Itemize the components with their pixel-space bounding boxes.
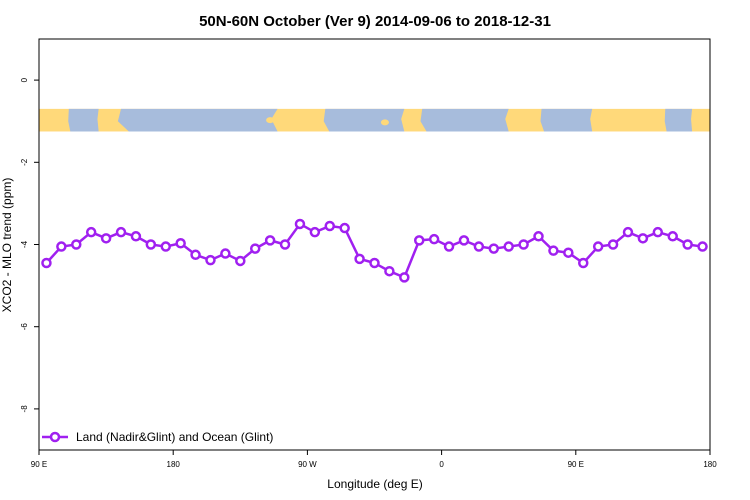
data-point	[175, 238, 186, 249]
y-axis: 0 -2 -4 -6 -8	[20, 77, 39, 412]
data-point	[592, 241, 604, 252]
map-strip-island	[106, 112, 115, 119]
chart-title: 50N-60N October (Ver 9) 2014-09-06 to 20…	[199, 13, 551, 30]
data-point	[667, 231, 678, 242]
data-point	[503, 241, 514, 252]
data-point	[41, 257, 52, 269]
land-ocean-map-strip	[39, 108, 710, 132]
data-point	[637, 233, 649, 244]
data-point	[518, 239, 529, 250]
series-layer	[41, 218, 708, 283]
data-point	[563, 247, 574, 258]
data-point	[279, 239, 291, 250]
data-point	[71, 239, 82, 250]
data-point	[220, 248, 231, 259]
y-axis-label: XCO2 - MLO trend (ppm)	[0, 178, 14, 313]
data-point	[607, 239, 619, 250]
x-tick-label: 90 W	[298, 460, 317, 469]
data-point	[294, 218, 306, 230]
y-tick-label: -2	[20, 158, 29, 166]
data-point	[309, 226, 321, 238]
x-tick-label: 180	[703, 460, 717, 469]
x-tick-label: 90 E	[568, 460, 584, 469]
data-point	[100, 233, 112, 244]
data-point	[682, 239, 693, 250]
data-point	[533, 231, 544, 242]
data-point	[548, 245, 559, 256]
data-point	[339, 222, 350, 234]
data-point	[369, 257, 380, 269]
data-point	[324, 220, 336, 232]
legend-marker-swatch	[49, 431, 61, 443]
data-point	[160, 241, 171, 252]
y-tick-label: -8	[20, 405, 29, 413]
data-point	[622, 226, 634, 238]
data-point	[384, 265, 395, 277]
data-point	[85, 226, 97, 238]
data-point	[264, 235, 276, 246]
data-point	[652, 226, 664, 238]
data-point	[697, 241, 708, 252]
y-tick-label: -6	[20, 323, 29, 331]
x-tick-label: 0	[439, 460, 444, 469]
map-strip-ocean	[117, 108, 278, 132]
data-point	[190, 249, 201, 261]
x-axis-label: Longitude (deg E)	[327, 477, 422, 491]
data-point	[399, 272, 410, 283]
data-point	[428, 233, 440, 245]
data-point	[130, 231, 142, 242]
data-point	[56, 241, 67, 252]
map-strip-ocean	[323, 108, 405, 132]
data-point	[578, 257, 589, 269]
x-tick-label: 90 E	[31, 460, 47, 469]
x-tick-label: 180	[167, 460, 181, 469]
data-point	[249, 243, 261, 254]
data-point	[145, 239, 157, 250]
data-point	[458, 235, 470, 246]
data-point	[473, 241, 485, 252]
y-tick-label: 0	[20, 77, 29, 82]
data-point	[235, 255, 246, 267]
data-point	[443, 241, 455, 252]
x-axis: 90 E 180 90 W 0 90 E 180	[31, 450, 717, 469]
legend-label: Land (Nadir&Glint) and Ocean (Glint)	[76, 430, 273, 444]
data-point	[115, 226, 127, 238]
data-point	[488, 243, 500, 254]
data-point	[413, 235, 425, 246]
data-point	[205, 254, 216, 266]
map-strip-island	[266, 117, 275, 124]
data-point	[354, 253, 365, 265]
map-strip-island	[653, 119, 662, 126]
map-strip-ocean	[540, 108, 593, 132]
map-strip-ocean	[420, 108, 509, 132]
legend: Land (Nadir&Glint) and Ocean (Glint)	[42, 430, 273, 444]
map-strip-island	[380, 119, 389, 126]
map-strip-ocean	[68, 108, 99, 132]
y-tick-label: -4	[20, 240, 29, 248]
map-strip-ocean	[664, 108, 693, 132]
series-line	[45, 222, 703, 279]
